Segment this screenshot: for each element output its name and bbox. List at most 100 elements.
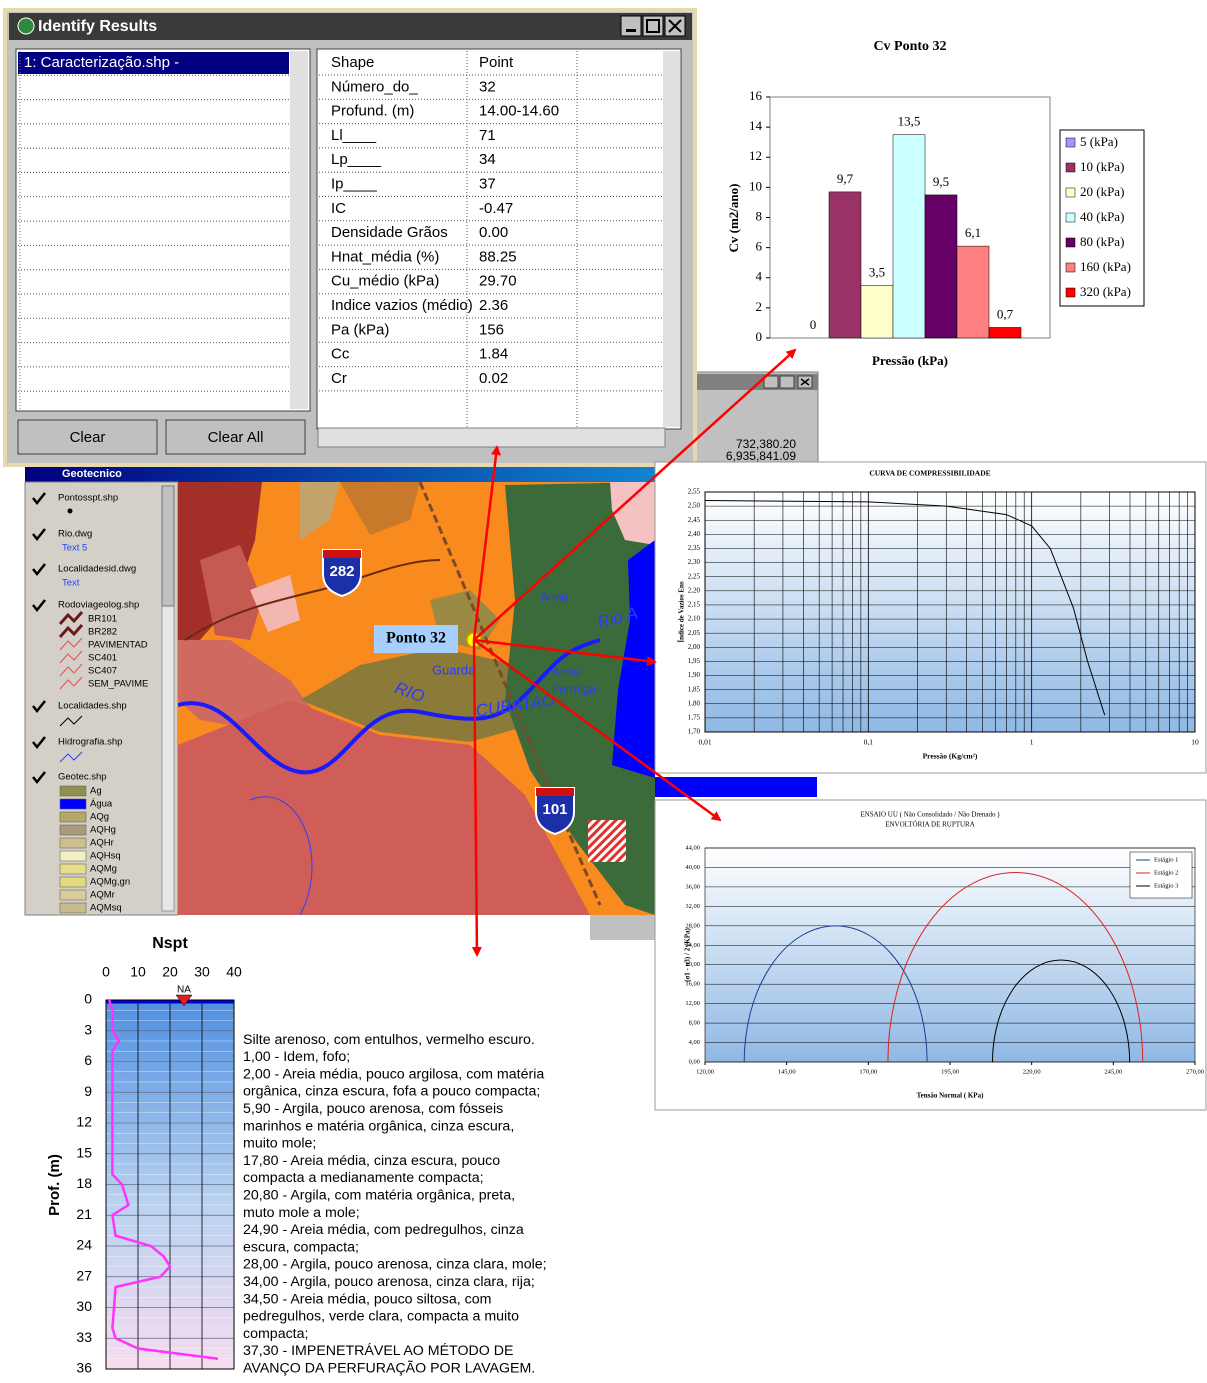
attribute-value: 71	[479, 127, 496, 144]
attribute-value: -0.47	[479, 200, 513, 217]
y-tick-label: 4	[756, 269, 763, 284]
attribute-value: 0.02	[479, 370, 508, 387]
legend-item: AQg	[90, 812, 109, 823]
value-label: 13,5	[898, 114, 921, 129]
legend-item: SC401	[88, 653, 117, 664]
y-tick-label: 12	[76, 1114, 92, 1130]
soil-description: 20,80 - Argila, com matéria orgânica, pr…	[243, 1187, 515, 1203]
attribute-value: 1.84	[479, 346, 508, 363]
bar	[829, 192, 861, 338]
soil-description: muito mole;	[243, 1136, 316, 1152]
attribute-name: Número_do_	[331, 78, 418, 95]
soil-description: pedregulhos, verde clara, compacta a mui…	[243, 1309, 519, 1325]
soil-description: compacta;	[243, 1326, 308, 1342]
attribute-name: Cu_médio (kPa)	[331, 273, 439, 290]
legend-label: 80 (kPa)	[1080, 234, 1124, 249]
legend-swatch	[1066, 138, 1075, 147]
legend-swatch	[60, 812, 86, 822]
table-scrollbar[interactable]	[663, 51, 680, 427]
y-tick-label: 0,00	[689, 1058, 700, 1065]
window-bar	[655, 777, 817, 797]
table-hscrollbar[interactable]	[318, 428, 665, 447]
y-tick-label: 6	[756, 239, 763, 254]
y-tick-label: 4,00	[689, 1039, 700, 1046]
list-scrollbar[interactable]	[290, 51, 308, 409]
shield-top	[323, 550, 361, 558]
y-axis-label: Cv (m2/ano)	[726, 184, 741, 253]
attribute-value: 32	[479, 78, 496, 95]
y-tick-label: 2,05	[688, 629, 701, 637]
y-tick-label: 1,80	[688, 699, 701, 707]
legend-swatch	[60, 890, 86, 900]
button-label: Clear All	[208, 429, 264, 446]
legend-label: 160 (kPa)	[1080, 259, 1131, 274]
map-label: Anriu	[552, 665, 580, 679]
y-tick-label: 0	[84, 991, 92, 1007]
value-label: 0,7	[997, 306, 1014, 321]
x-tick-label: 145,00	[778, 1068, 796, 1075]
soil-description: 28,00 - Argila, pouco arenosa, cinza cla…	[243, 1257, 547, 1273]
soil-description: 5,90 - Argila, pouco arenosa, com fóssei…	[243, 1101, 503, 1117]
attribute-name: Densidade Grãos	[331, 224, 448, 241]
legend-swatch	[60, 851, 86, 861]
y-tick-label: 2,50	[688, 502, 701, 510]
y-tick-label: 2,20	[688, 586, 701, 594]
legend-label: 10 (kPa)	[1080, 159, 1124, 174]
legend-item: AQMr	[90, 890, 115, 901]
chart-title: Cv Ponto 32	[873, 39, 946, 54]
layer-name: Pontosspt.shp	[58, 493, 118, 504]
minimize-button[interactable]	[621, 16, 641, 36]
y-tick-label: 2	[756, 299, 763, 314]
x-tick-label: 270,00	[1186, 1068, 1204, 1075]
legend-label: 40 (kPa)	[1080, 209, 1124, 224]
soil-description: compacta a medianamente compacta;	[243, 1170, 484, 1186]
highway-number: 101	[542, 801, 567, 818]
soil-description: 2,00 - Areia média, pouco argilosa, com …	[243, 1066, 544, 1082]
value-label: 6,1	[965, 225, 981, 240]
y-axis-label: (σ1 - σ3) / 2 (KPa)	[684, 927, 692, 981]
legend-swatch	[1066, 238, 1075, 247]
value-label: 9,5	[933, 174, 949, 189]
point-symbol	[68, 509, 73, 514]
legend-item: SEM_PAVIME	[88, 679, 148, 690]
attribute-name: IC	[331, 200, 346, 217]
legend-swatch	[60, 799, 86, 809]
legend-swatch	[1066, 213, 1075, 222]
chart-title: Nspt	[152, 935, 188, 952]
y-tick-label: 0	[756, 329, 763, 344]
soil-description: 1,00 - Idem, fofo;	[243, 1049, 350, 1065]
x-tick-label: 1	[1030, 738, 1034, 747]
y-tick-label: 1,95	[688, 657, 701, 665]
x-tick-label: 40	[226, 964, 242, 980]
minimize-button[interactable]	[764, 376, 778, 388]
y-tick-label: 2,55	[688, 488, 701, 496]
y-tick-label: 10	[749, 178, 762, 193]
soil-description: 17,80 - Areia média, cinza escura, pouco	[243, 1153, 500, 1169]
x-tick-label: 120,00	[696, 1068, 714, 1075]
legend-item: BR282	[88, 627, 117, 638]
attribute-value: 2.36	[479, 297, 508, 314]
x-tick-label: 220,00	[1023, 1068, 1041, 1075]
attribute-name: Cr	[331, 370, 347, 387]
value-label: 3,5	[869, 264, 885, 279]
y-tick-label: 36,00	[685, 883, 700, 890]
attribute-name: Shape	[331, 54, 374, 71]
layer-name: 1: Caracterização.shp -	[24, 54, 179, 71]
layer-name: Rodoviageolog.shp	[58, 600, 139, 611]
y-tick-label: 8,00	[689, 1020, 700, 1027]
chart-title: ENSAIO UU ( Não Consolidado / Não Drenad…	[860, 811, 1000, 819]
y-tick-label: 40,00	[685, 864, 700, 871]
legend-label: 20 (kPa)	[1080, 184, 1124, 199]
attribute-name: Indice vazios (médio)	[331, 297, 473, 314]
legend-swatch	[60, 864, 86, 874]
y-tick-label: 1,70	[688, 728, 701, 736]
x-tick-label: 30	[194, 964, 210, 980]
x-tick-label: 10	[130, 964, 146, 980]
legend-label: Estágio 3	[1154, 882, 1178, 889]
y-tick-label: 18	[76, 1175, 92, 1191]
soil-description: orgânica, cinza escura, fofa a pouco com…	[243, 1084, 540, 1100]
attribute-name: Ll____	[331, 127, 377, 144]
bar	[893, 135, 925, 338]
y-tick-label: 2,40	[688, 530, 701, 538]
restore-button[interactable]	[780, 376, 794, 388]
